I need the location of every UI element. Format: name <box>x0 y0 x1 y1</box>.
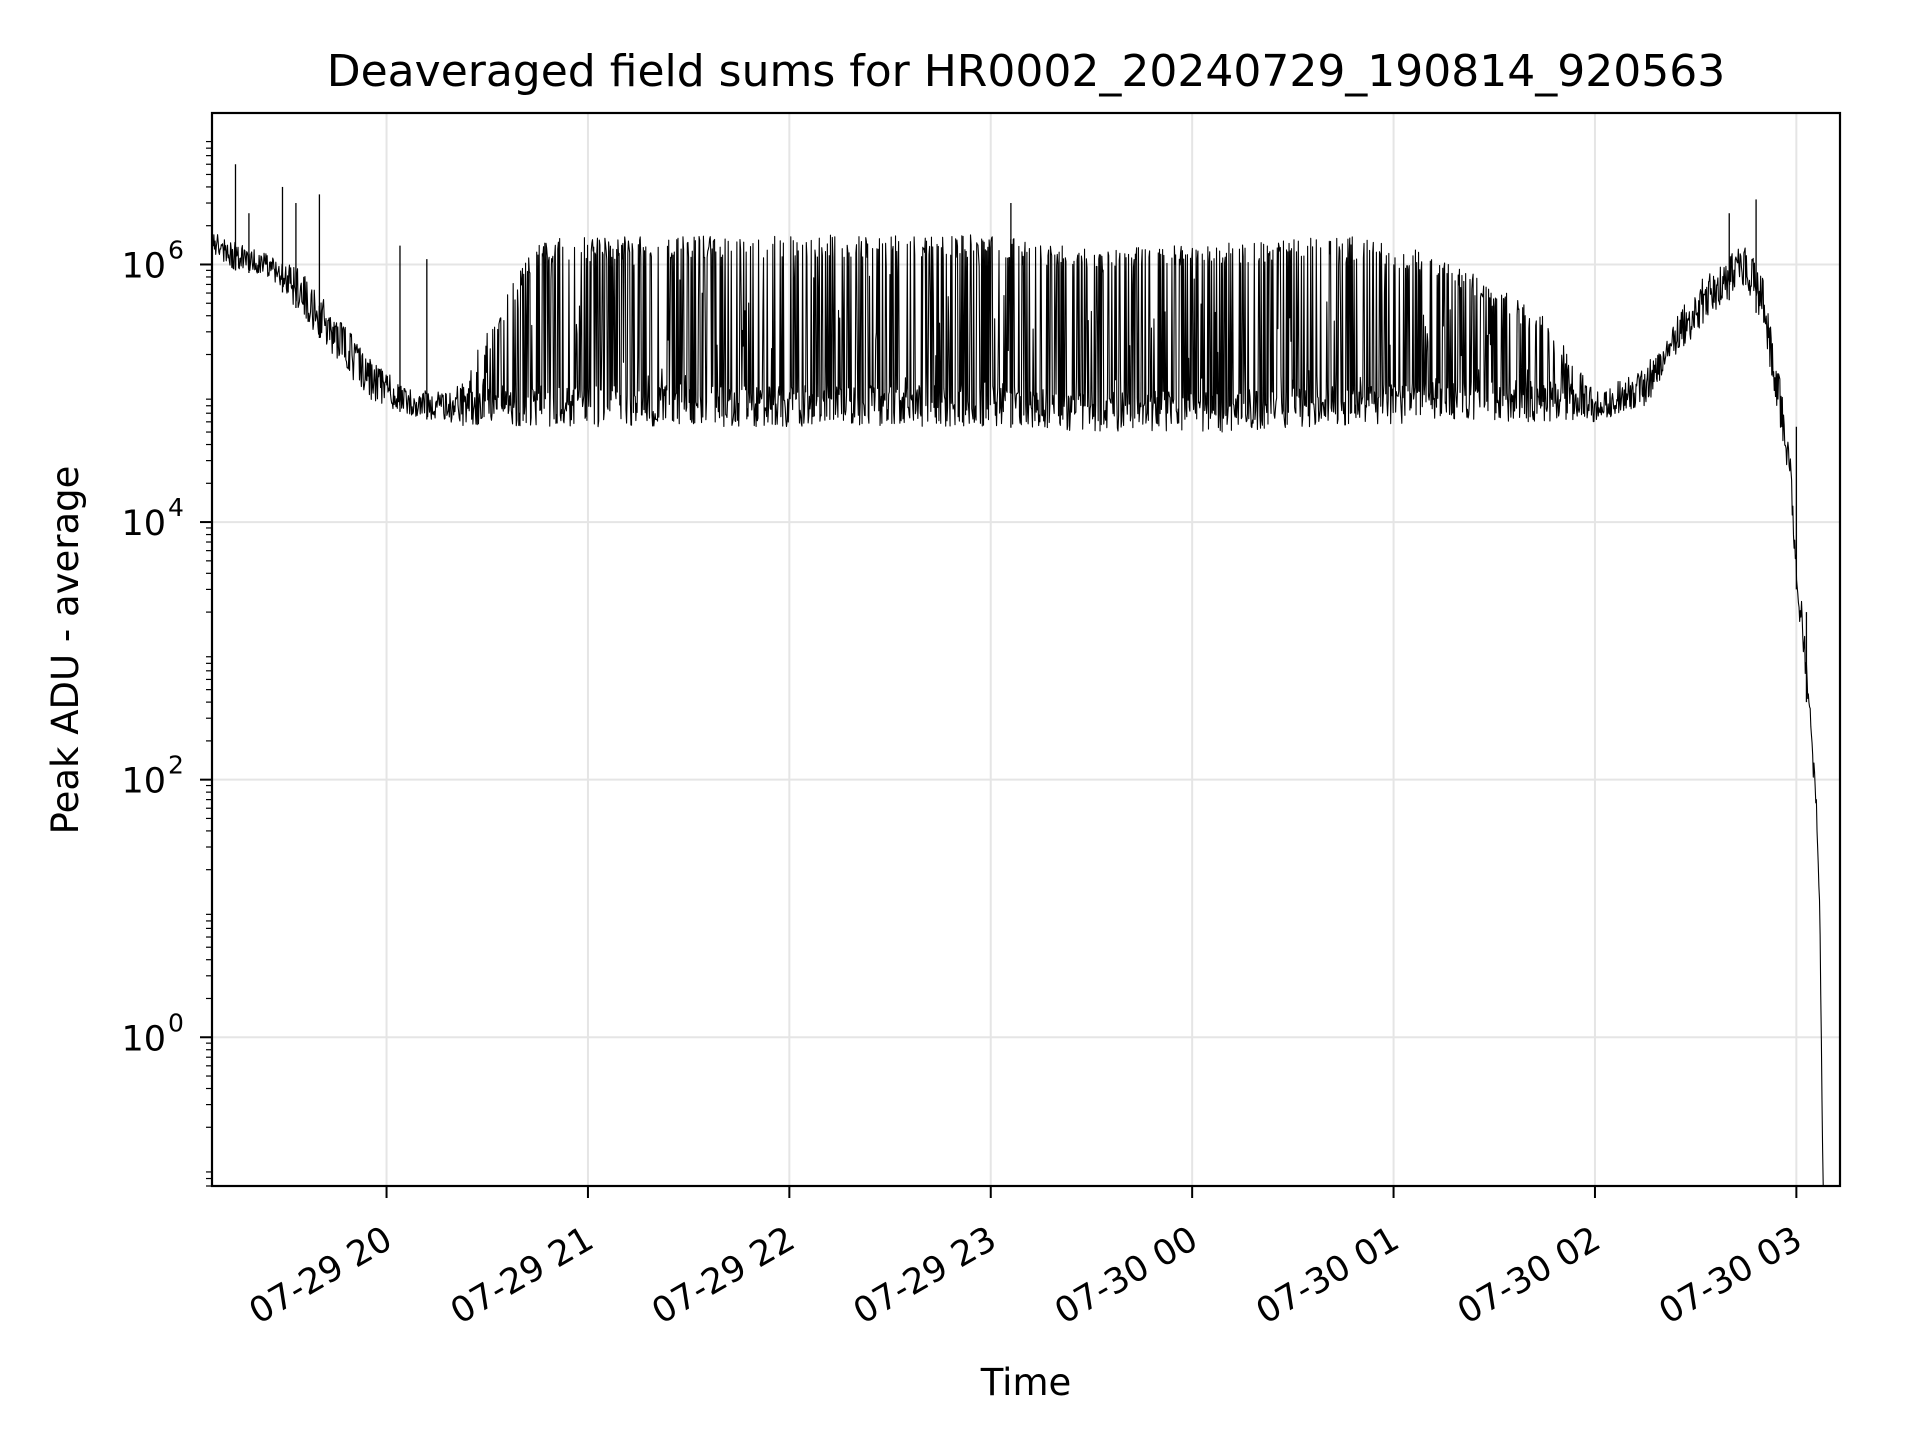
series-line <box>211 234 1824 1187</box>
data-series <box>211 164 1824 1187</box>
y-tick-exponent: 6 <box>168 235 184 264</box>
y-axis-label: Peak ADU - average <box>44 466 87 835</box>
y-tick-label: 10 <box>121 762 166 802</box>
y-tick-exponent: 2 <box>168 751 184 780</box>
y-tick-base: 10 <box>121 246 166 286</box>
y-tick-label: 10 <box>121 246 166 286</box>
y-tick-base: 10 <box>121 762 166 802</box>
y-tick-exponent: 4 <box>168 493 184 522</box>
chart-title: Deaveraged field sums for HR0002_2024072… <box>327 46 1726 97</box>
plot-frame <box>210 111 1842 1188</box>
y-tick-exponent: 0 <box>168 1008 184 1037</box>
y-tick-label: 10 <box>121 504 166 544</box>
y-tick-base: 10 <box>121 504 166 544</box>
y-tick-label: 10 <box>121 1019 166 1059</box>
y-tick-base: 10 <box>121 1019 166 1059</box>
x-axis-label: Time <box>980 1361 1072 1404</box>
